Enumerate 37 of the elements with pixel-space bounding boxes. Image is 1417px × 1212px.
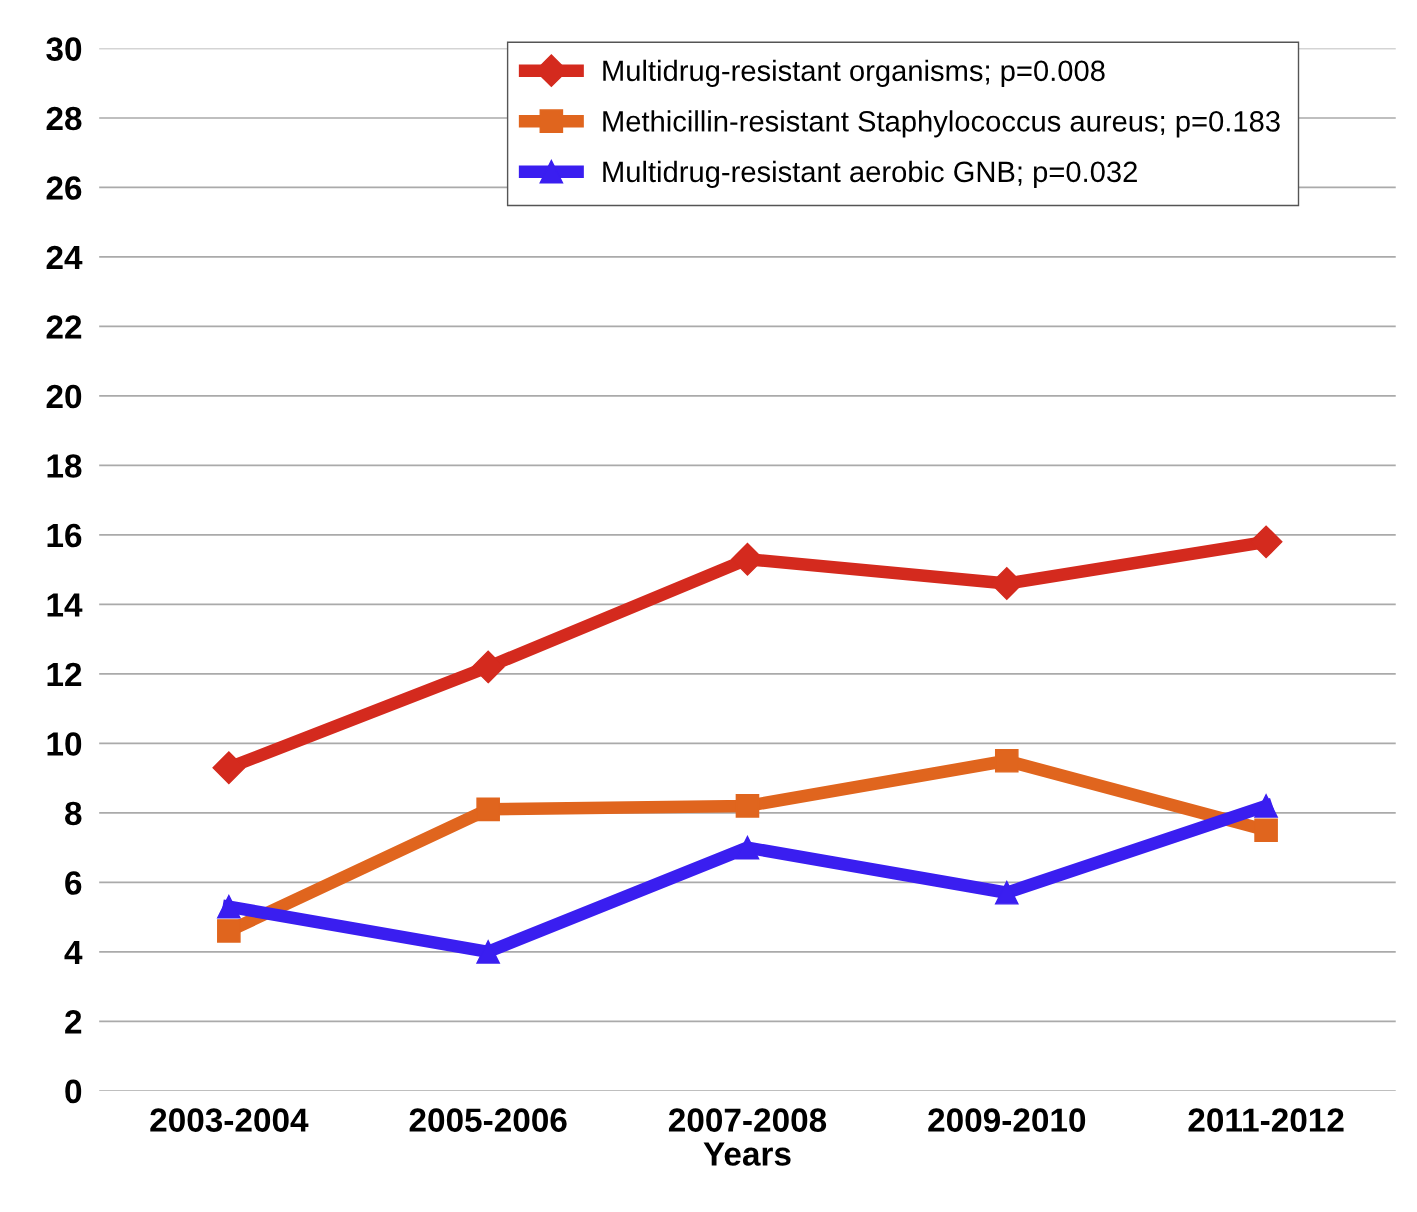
- legend-label: Methicillin-resistant Staphylococcus aureus; p=0.183: [603, 110, 1280, 138]
- point: [735, 835, 760, 860]
- y-tick-label: 2: [65, 1010, 82, 1034]
- x-tick-label: 2009-2010: [928, 1108, 1086, 1132]
- y-tick-label: 10: [47, 732, 82, 756]
- point: [476, 797, 500, 822]
- y-tick-label: 18: [47, 454, 82, 478]
- y-tick-label: 22: [46, 315, 82, 339]
- y-tick-label: 28: [46, 106, 82, 131]
- y-tick-label: 20: [46, 384, 82, 409]
- point: [1254, 818, 1278, 843]
- y-tick-label: 12: [47, 662, 82, 686]
- point: [994, 880, 1019, 905]
- y-tick-label: 6: [65, 871, 82, 895]
- y-tick-label: 14: [47, 593, 83, 617]
- point: [735, 794, 760, 818]
- point: [471, 650, 505, 684]
- point: [217, 894, 241, 919]
- point: [476, 940, 500, 964]
- x-axis-title: Years: [703, 1142, 791, 1166]
- y-tick-label: 26: [46, 176, 82, 200]
- y-tick-label: 30: [46, 37, 82, 61]
- legend-label: Multidrug-resistant aerobic GNB; p=0.032: [603, 160, 1137, 188]
- x-tick-label: 2011-2012: [1188, 1108, 1344, 1132]
- point: [212, 751, 246, 785]
- x-tick-label: 2003-2004: [150, 1108, 309, 1132]
- point: [217, 919, 241, 943]
- y-tick-label: 0: [65, 1079, 82, 1104]
- y-tick-label: 16: [47, 523, 82, 548]
- point: [1254, 794, 1278, 818]
- x-tick-label: 2005-2006: [409, 1108, 567, 1132]
- point: [994, 748, 1019, 773]
- y-tick-label: 4: [64, 940, 83, 964]
- x-tick-label: 2007-2008: [668, 1108, 827, 1132]
- y-tick-label: 24: [46, 245, 83, 270]
- y-tick-label: 8: [65, 801, 82, 826]
- legend-label: Multidrug-resistant organisms; p=0.008: [603, 59, 1105, 87]
